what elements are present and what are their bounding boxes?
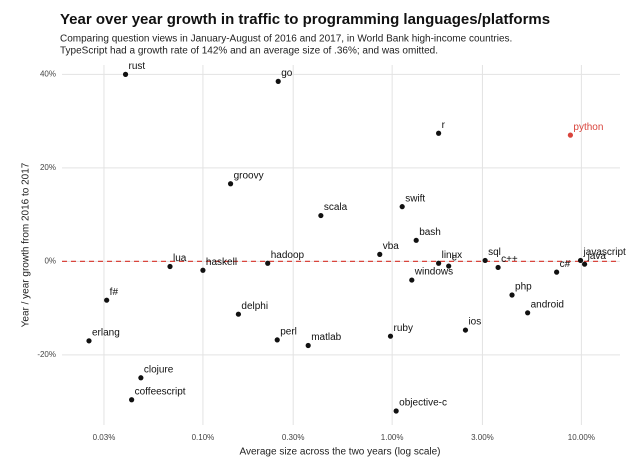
point-label: swift — [405, 193, 425, 204]
x-tick-label: 10.00% — [568, 433, 595, 442]
point — [436, 130, 442, 136]
point — [318, 212, 324, 219]
point-label: r — [442, 120, 446, 131]
point — [495, 264, 501, 271]
point — [129, 397, 135, 403]
point-label: c++ — [501, 254, 518, 265]
point — [399, 204, 405, 210]
point — [482, 257, 488, 264]
point — [436, 260, 442, 266]
x-axis-label: Average size across the two years (log s… — [239, 447, 440, 458]
point — [509, 292, 515, 298]
point — [167, 263, 173, 270]
point-label: linux — [442, 250, 463, 261]
point — [525, 310, 531, 316]
point-label: delphi — [241, 301, 268, 312]
point — [413, 237, 419, 243]
point — [227, 181, 234, 187]
y-tick-label: 0% — [44, 256, 56, 265]
point-label: android — [531, 299, 564, 310]
x-tick-label: 0.30% — [282, 433, 305, 442]
point — [275, 78, 281, 84]
point — [305, 342, 311, 349]
point-label: java — [587, 251, 607, 262]
point-label: objective-c — [399, 398, 447, 409]
x-tick-label: 0.03% — [93, 433, 116, 442]
point — [265, 260, 271, 266]
chart-subtitle: TypeScript had a growth rate of 142% and… — [60, 46, 438, 57]
point — [86, 338, 92, 344]
point — [387, 333, 394, 339]
point-label: groovy — [234, 170, 264, 181]
point-label: vba — [383, 241, 400, 252]
point-label: ruby — [393, 323, 412, 334]
point — [104, 297, 110, 303]
point — [577, 257, 584, 264]
y-tick-label: 40% — [40, 69, 56, 78]
point — [138, 375, 144, 381]
point-label: php — [515, 282, 532, 293]
point-label: lua — [173, 253, 187, 264]
point-label: haskell — [206, 257, 237, 268]
point-label: c — [452, 253, 457, 264]
point-label: ios — [468, 317, 481, 328]
x-tick-label: 1.00% — [381, 433, 404, 442]
point — [393, 408, 399, 414]
point-label: windows — [414, 267, 453, 278]
y-tick-label: -20% — [37, 350, 56, 359]
chart-title: Year over year growth in traffic to prog… — [60, 11, 550, 28]
point-label: clojure — [144, 364, 174, 375]
point-label: sql — [488, 247, 501, 258]
point — [200, 267, 206, 273]
y-axis-label: Year / year growth from 2016 to 2017 — [21, 162, 32, 327]
y-tick-label: 20% — [40, 163, 56, 172]
point — [235, 311, 242, 317]
point-label: bash — [419, 227, 441, 238]
point-label: rust — [129, 61, 146, 72]
chart-subtitle: Comparing question views in January-Augu… — [60, 34, 512, 45]
point — [409, 277, 415, 283]
point-label: perl — [280, 327, 297, 338]
point — [581, 261, 588, 267]
point-label: erlang — [92, 327, 120, 338]
point-label: c# — [560, 259, 571, 270]
point — [446, 263, 452, 269]
point-label: f# — [110, 287, 119, 298]
point-label: coffeescript — [135, 386, 186, 397]
point-label: hadoop — [271, 250, 305, 261]
point-label: matlab — [311, 332, 341, 343]
point — [567, 132, 574, 138]
point-label: go — [281, 68, 293, 79]
x-tick-label: 0.10% — [192, 433, 215, 442]
point-label: python — [573, 122, 603, 133]
point — [462, 327, 469, 333]
point — [274, 337, 280, 343]
point-label: javascript — [583, 247, 626, 258]
point — [122, 71, 129, 77]
point-label: scala — [324, 202, 348, 213]
x-tick-label: 3.00% — [471, 433, 494, 442]
point — [554, 269, 560, 275]
point — [377, 251, 383, 257]
